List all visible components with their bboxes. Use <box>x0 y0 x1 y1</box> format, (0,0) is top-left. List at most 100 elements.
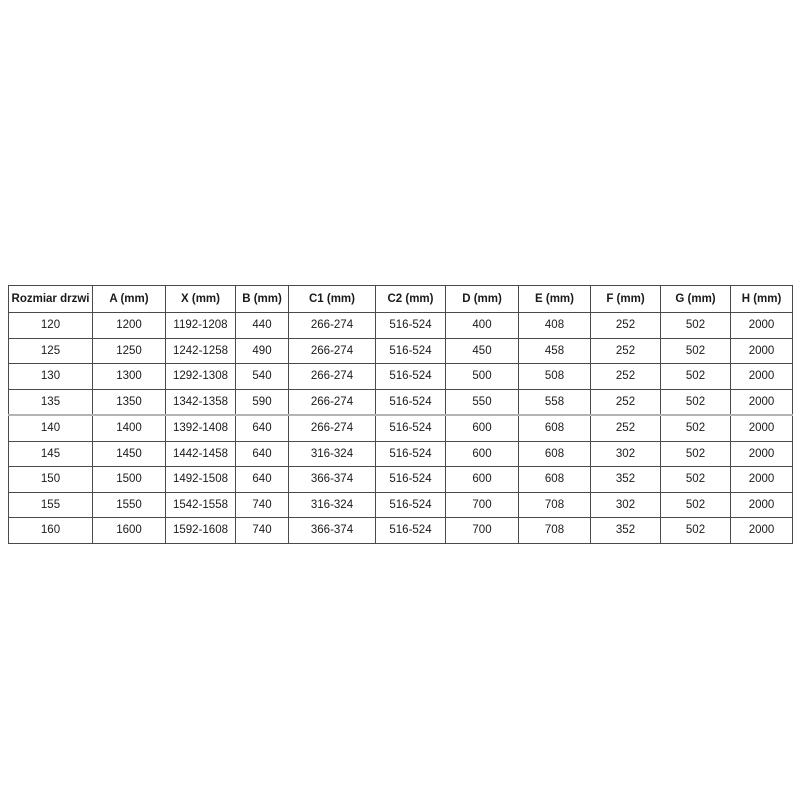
cell-r3-c2: 1342-1358 <box>165 388 236 416</box>
column-header-0: Rozmiar drzwi <box>8 285 93 313</box>
cell-r1-c1: 1250 <box>92 337 166 364</box>
cell-r3-c5: 516-524 <box>375 388 446 416</box>
column-header-1: A (mm) <box>92 285 166 313</box>
cell-r6-c2: 1492-1508 <box>165 466 236 493</box>
cell-r0-c5: 516-524 <box>375 312 446 339</box>
table-header: Rozmiar drzwi A (mm) X (mm) B (mm) C1 (mm) C2… <box>8 285 793 313</box>
cell-r0-c4: 266-274 <box>288 312 376 339</box>
cell-r5-c3: 640 <box>235 440 289 467</box>
cell-r8-c8: 352 <box>590 517 661 544</box>
cell-r8-c6: 700 <box>445 517 519 544</box>
cell-r1-c10: 2000 <box>730 337 793 364</box>
cell-r3-c0: 135 <box>8 388 93 416</box>
cell-r4-c6: 600 <box>445 414 519 442</box>
table-row: 135 1350 1342-1358 590 266-274 516-524 550 558 2… <box>8 388 793 416</box>
cell-r0-c8: 252 <box>590 312 661 339</box>
cell-r8-c1: 1600 <box>92 517 166 544</box>
cell-r1-c4: 266-274 <box>288 337 376 364</box>
cell-r4-c3: 640 <box>235 414 289 442</box>
cell-r6-c10: 2000 <box>730 466 793 493</box>
cell-r7-c3: 740 <box>235 491 289 518</box>
cell-r5-c4: 316-324 <box>288 440 376 467</box>
cell-r6-c4: 366-374 <box>288 466 376 493</box>
cell-r4-c10: 2000 <box>730 414 793 442</box>
cell-r0-c0: 120 <box>8 312 93 339</box>
cell-r3-c8: 252 <box>590 388 661 416</box>
column-header-7: E (mm) <box>518 285 591 313</box>
cell-r7-c9: 502 <box>660 491 731 518</box>
cell-r2-c2: 1292-1308 <box>165 363 236 390</box>
specification-table-container: Rozmiar drzwi A (mm) X (mm) B (mm) C1 (mm) C2… <box>8 285 793 544</box>
cell-r8-c5: 516-524 <box>375 517 446 544</box>
cell-r2-c1: 1300 <box>92 363 166 390</box>
cell-r8-c2: 1592-1608 <box>165 517 236 544</box>
table-row: 150 1500 1492-1508 640 366-374 516-524 600 608 3… <box>8 466 793 493</box>
cell-r8-c0: 160 <box>8 517 93 544</box>
cell-r6-c7: 608 <box>518 466 591 493</box>
column-header-9: G (mm) <box>660 285 731 313</box>
cell-r1-c6: 450 <box>445 337 519 364</box>
cell-r7-c1: 1550 <box>92 491 166 518</box>
door-size-specification-table: Rozmiar drzwi A (mm) X (mm) B (mm) C1 (mm) C2… <box>8 285 793 544</box>
cell-r7-c4: 316-324 <box>288 491 376 518</box>
cell-r2-c7: 508 <box>518 363 591 390</box>
cell-r6-c3: 640 <box>235 466 289 493</box>
table-row: 145 1450 1442-1458 640 316-324 516-524 600 608 3… <box>8 440 793 467</box>
cell-r4-c5: 516-524 <box>375 414 446 442</box>
table-row: 125 1250 1242-1258 490 266-274 516-524 450 458 2… <box>8 337 793 364</box>
cell-r3-c4: 266-274 <box>288 388 376 416</box>
cell-r7-c0: 155 <box>8 491 93 518</box>
table-row: 130 1300 1292-1308 540 266-274 516-524 500 508 2… <box>8 363 793 390</box>
cell-r6-c1: 1500 <box>92 466 166 493</box>
cell-r3-c9: 502 <box>660 388 731 416</box>
cell-r8-c3: 740 <box>235 517 289 544</box>
cell-r7-c5: 516-524 <box>375 491 446 518</box>
cell-r6-c5: 516-524 <box>375 466 446 493</box>
cell-r1-c8: 252 <box>590 337 661 364</box>
cell-r7-c10: 2000 <box>730 491 793 518</box>
cell-r1-c7: 458 <box>518 337 591 364</box>
cell-r4-c4: 266-274 <box>288 414 376 442</box>
cell-r5-c10: 2000 <box>730 440 793 467</box>
cell-r8-c9: 502 <box>660 517 731 544</box>
cell-r4-c7: 608 <box>518 414 591 442</box>
cell-r5-c6: 600 <box>445 440 519 467</box>
cell-r4-c1: 1400 <box>92 414 166 442</box>
cell-r8-c10: 2000 <box>730 517 793 544</box>
column-header-4: C1 (mm) <box>288 285 376 313</box>
cell-r7-c8: 302 <box>590 491 661 518</box>
cell-r7-c2: 1542-1558 <box>165 491 236 518</box>
cell-r0-c3: 440 <box>235 312 289 339</box>
cell-r2-c8: 252 <box>590 363 661 390</box>
cell-r6-c8: 352 <box>590 466 661 493</box>
cell-r0-c7: 408 <box>518 312 591 339</box>
cell-r2-c4: 266-274 <box>288 363 376 390</box>
cell-r3-c6: 550 <box>445 388 519 416</box>
cell-r1-c9: 502 <box>660 337 731 364</box>
cell-r3-c7: 558 <box>518 388 591 416</box>
cell-r2-c3: 540 <box>235 363 289 390</box>
cell-r2-c5: 516-524 <box>375 363 446 390</box>
cell-r2-c0: 130 <box>8 363 93 390</box>
cell-r5-c8: 302 <box>590 440 661 467</box>
cell-r4-c2: 1392-1408 <box>165 414 236 442</box>
cell-r5-c1: 1450 <box>92 440 166 467</box>
cell-r6-c9: 502 <box>660 466 731 493</box>
cell-r5-c0: 145 <box>8 440 93 467</box>
cell-r0-c2: 1192-1208 <box>165 312 236 339</box>
cell-r5-c9: 502 <box>660 440 731 467</box>
column-header-2: X (mm) <box>165 285 236 313</box>
cell-r6-c6: 600 <box>445 466 519 493</box>
cell-r5-c7: 608 <box>518 440 591 467</box>
column-header-6: D (mm) <box>445 285 519 313</box>
cell-r0-c6: 400 <box>445 312 519 339</box>
cell-r5-c2: 1442-1458 <box>165 440 236 467</box>
cell-r7-c7: 708 <box>518 491 591 518</box>
cell-r1-c0: 125 <box>8 337 93 364</box>
table-row: 140 1400 1392-1408 640 266-274 516-524 600 608 2… <box>8 414 793 442</box>
cell-r4-c0: 140 <box>8 414 93 442</box>
cell-r2-c10: 2000 <box>730 363 793 390</box>
cell-r2-c6: 500 <box>445 363 519 390</box>
cell-r6-c0: 150 <box>8 466 93 493</box>
